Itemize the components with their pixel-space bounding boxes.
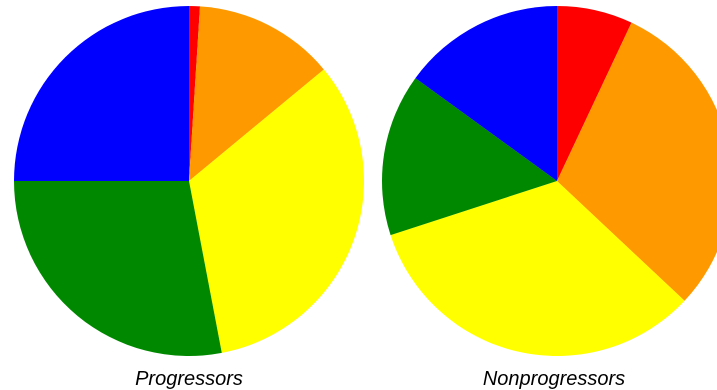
pie-slice-0-2 [189, 69, 365, 353]
pie-title-nonprogressors: Nonprogressors [483, 368, 625, 390]
pie-slice-1-2 [390, 181, 685, 357]
pie-nonprogressors [382, 6, 717, 357]
pie-slice-1-4 [415, 6, 557, 181]
pie-slice-0-4 [14, 6, 189, 181]
pie-slice-1-0 [557, 6, 632, 181]
pie-title-progressors: Progressors [135, 368, 243, 390]
pie-slice-0-1 [189, 6, 324, 181]
pie-slice-1-1 [557, 22, 717, 301]
pie-slice-0-3 [14, 181, 222, 356]
pie-slice-1-3 [382, 78, 557, 236]
pie-progressors [14, 6, 365, 356]
pie-slice-0-0 [189, 6, 200, 181]
